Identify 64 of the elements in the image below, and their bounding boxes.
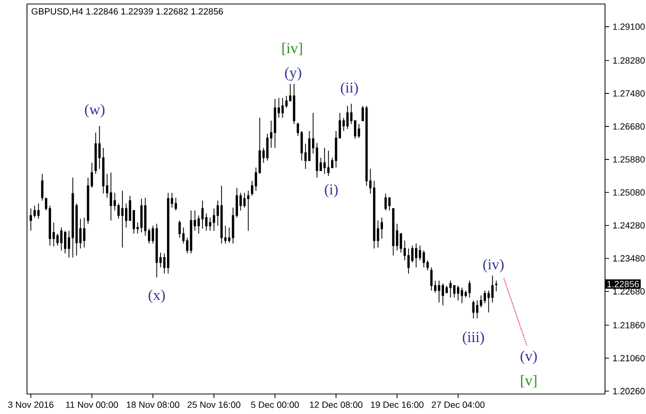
x-tick-label: 12 Dec 08:00 [310,402,362,408]
y-tick-label: 1.27480 [613,90,645,97]
candlestick [346,105,349,130]
x-tick-label: 3 Nov 2016 [8,402,54,408]
candlestick [60,227,63,251]
candlestick [201,200,204,230]
candlestick [247,190,250,232]
candlestick [30,208,32,232]
candlestick [449,280,452,298]
candlestick [281,98,284,118]
annotation: (iv) [483,258,504,272]
y-tick-label: 1.28280 [613,57,645,64]
y-tick-label: 1.21060 [613,354,645,362]
annotation: (x) [148,289,165,304]
y-tick-label: 1.25080 [613,189,645,196]
candlestick [72,177,74,258]
candlestick [495,280,498,292]
candlestick [37,203,40,220]
annotation: (i) [324,184,338,198]
candlestick [110,172,112,221]
x-tick-label: 19 Dec 16:00 [371,402,424,408]
chart-title: GBPUSD,H4 1.22846 1.22939 1.22682 1.22856 [32,8,223,16]
candlestick [220,185,223,244]
y-tick-label: 1.23480 [613,255,645,262]
annotation: [v] [521,375,536,388]
candlestick [468,280,471,298]
candlestick [64,230,66,254]
y-tick-label: 1.21860 [613,322,645,328]
candlestick [438,280,440,303]
x-tick-label: 11 Nov 00:00 [66,402,118,408]
annotation: (ii) [340,82,358,96]
y-tick-label: 1.22680 [613,288,645,295]
candlestick [392,208,394,256]
y-tick-label: 1.25880 [613,156,645,163]
x-tick-label: 5 Dec 00:00 [251,402,299,408]
candlestick [41,173,44,202]
candlestick [456,285,460,301]
candlestick [274,98,276,148]
candlestick [460,287,464,304]
candlestick [174,197,177,211]
x-tick-label: 18 Nov 08:00 [126,402,180,408]
y-tick-label: 1.29100 [613,23,645,30]
y-tick-label: 1.24280 [613,222,645,229]
candlestick [83,217,86,248]
annotation: (w) [84,104,104,118]
x-tick-label: 25 Nov 16:00 [188,402,240,408]
x-tick-label: 27 Dec 04:00 [432,402,485,408]
annotation: (v) [520,350,537,364]
candlestick [358,124,360,138]
candlestick [442,283,444,306]
candlestick [414,243,418,268]
candlestick [472,300,475,319]
y-tick-label: 1.20260 [613,388,645,394]
candlestick [384,193,387,211]
annotation: (y) [285,67,302,81]
annotation: (iii) [462,332,484,346]
candlestick [327,150,330,176]
candlestick [156,223,158,278]
text: 1.22856 [607,280,639,288]
candlestick [121,190,124,248]
y-tick-label: 1.26680 [613,123,645,130]
candlestick [323,147,326,174]
candlestick [167,192,170,274]
annotation: [iv] [282,42,302,56]
